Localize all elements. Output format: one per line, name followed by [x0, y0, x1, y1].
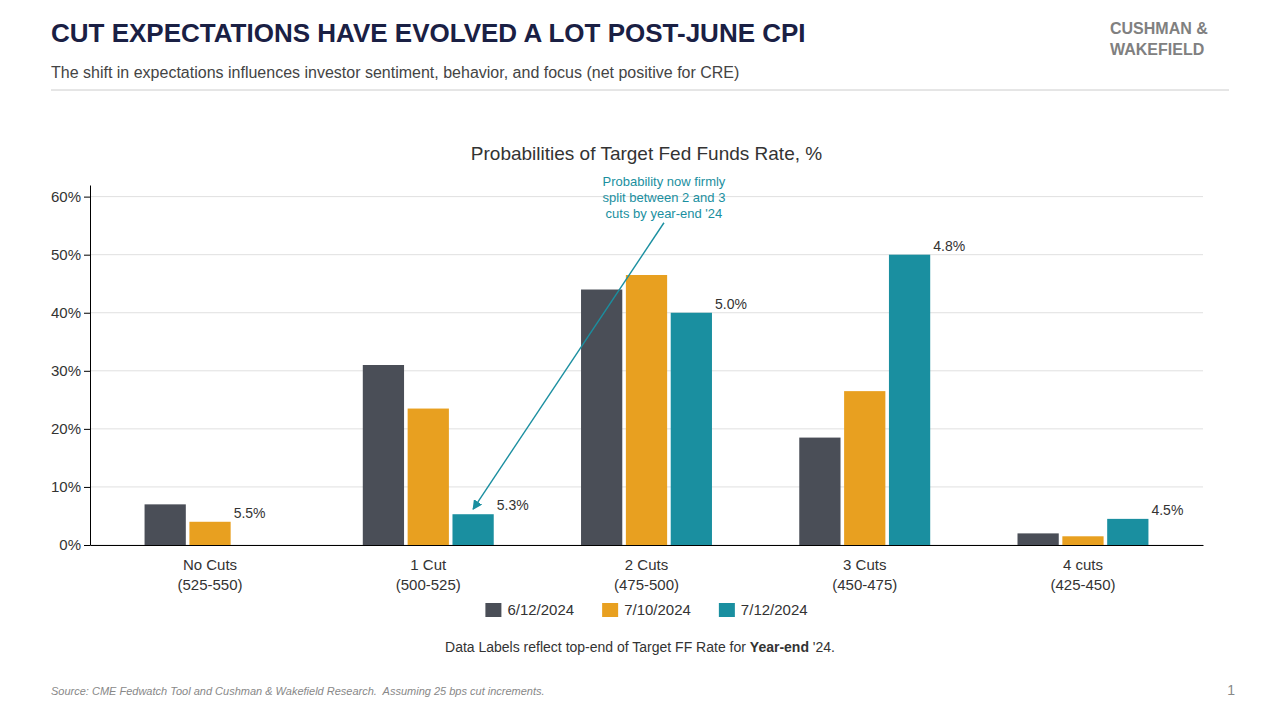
bar [1018, 533, 1059, 545]
x-tick: 3 Cuts(450-475) [832, 556, 897, 593]
legend-label: 7/12/2024 [741, 601, 808, 618]
y-tick-mark [84, 429, 90, 430]
footnote: Data Labels reflect top-end of Target FF… [445, 639, 835, 655]
legend-item: 6/12/2024 [485, 601, 574, 618]
chart-page: CUT EXPECTATIONS HAVE EVOLVED A LOT POST… [0, 0, 1280, 720]
rate-label: 4.8% [933, 238, 965, 254]
annotation-arrow [473, 223, 664, 509]
source: Source: CME Fedwatch Tool and Cushman & … [51, 685, 545, 697]
rate-label: 5.5% [234, 505, 266, 521]
x-tick: 2 Cuts(475-500) [614, 556, 679, 593]
bar [1107, 519, 1148, 545]
legend-swatch [719, 603, 735, 617]
annotations: 5.5% 5.3% 5.0% 4.8% 4.5% Probability now firm… [234, 174, 1184, 521]
logo-text: CUSHMAN &WAKEFIELD [1110, 20, 1208, 58]
x-tick-label: No Cuts(525-550) [178, 556, 243, 593]
y-axis: 0% 10% 20% 30% 40% 50% 60% [51, 186, 91, 554]
grid [90, 197, 1203, 545]
main-title: CUT EXPECTATIONS HAVE EVOLVED A LOT POST… [51, 18, 806, 48]
chart-title: Probabilities of Target Fed Funds Rate, … [471, 143, 822, 164]
y-tick: 40% [51, 304, 90, 321]
annotation: Probability now firmlysplit between 2 an… [603, 174, 726, 221]
bar [1062, 536, 1103, 545]
y-tick-label: 20% [51, 420, 81, 437]
y-tick: 60% [51, 188, 90, 205]
y-tick-mark [84, 371, 90, 372]
x-tick: 4 cuts(425-450) [1050, 556, 1115, 593]
y-tick: 50% [51, 246, 90, 263]
y-tick-label: 0% [59, 536, 81, 553]
bar-series [189, 275, 1103, 545]
bar [145, 504, 186, 545]
x-tick-label: 3 Cuts(450-475) [832, 556, 897, 593]
y-axis-line [90, 186, 91, 546]
y-tick-mark [84, 545, 90, 546]
y-tick: 0% [59, 536, 90, 553]
bar [452, 514, 493, 545]
bar [844, 391, 885, 545]
bar [363, 365, 404, 545]
rate-label: 5.0% [715, 296, 747, 312]
legend: 6/12/2024 7/10/2024 7/12/2024 [485, 601, 807, 618]
subtitle: The shift in expectations influences inv… [51, 64, 739, 81]
bar [189, 522, 230, 545]
y-tick-mark [84, 255, 90, 256]
bar [408, 409, 449, 545]
legend-label: 7/10/2024 [624, 601, 691, 618]
bar [799, 438, 840, 545]
bar [581, 290, 622, 545]
footnote-part: Data Labels reflect top-end of Target FF… [445, 639, 750, 655]
y-tick-mark [84, 313, 90, 314]
x-tick-label: 1 Cut(500-525) [396, 556, 461, 593]
y-tick: 30% [51, 362, 90, 379]
y-tick-label: 40% [51, 304, 81, 321]
grid-line [90, 254, 1203, 255]
y-tick-label: 10% [51, 478, 81, 495]
bar-series [452, 255, 1148, 545]
legend-swatch [602, 603, 618, 617]
x-tick: 1 Cut(500-525) [396, 556, 461, 593]
y-tick-label: 60% [51, 188, 81, 205]
bar [626, 275, 667, 545]
x-axis: No Cuts(525-550) 1 Cut(500-525) 2 Cuts(475… [91, 546, 1204, 593]
legend-label: 6/12/2024 [507, 601, 574, 618]
bars [145, 255, 1149, 545]
legend-item: 7/12/2024 [719, 601, 808, 618]
rate-label: 5.3% [497, 497, 529, 513]
page-number: 1 [1227, 682, 1235, 698]
footnote-part: '24. [809, 639, 835, 655]
bar [234, 545, 275, 546]
y-tick-label: 30% [51, 362, 81, 379]
legend-item: 7/10/2024 [602, 601, 691, 618]
rate-label: 4.5% [1151, 502, 1183, 518]
footnote-part: Year-end [750, 639, 809, 655]
y-tick-mark [84, 487, 90, 488]
x-tick-label: 2 Cuts(475-500) [614, 556, 679, 593]
y-tick-label: 50% [51, 246, 81, 263]
bar [889, 255, 930, 545]
x-axis-line [91, 545, 1204, 546]
x-tick-label: 4 cuts(425-450) [1050, 556, 1115, 593]
y-tick: 10% [51, 478, 90, 495]
y-tick-mark [84, 197, 90, 198]
separator [51, 90, 1229, 91]
bar [671, 313, 712, 545]
y-tick: 20% [51, 420, 90, 437]
x-tick: No Cuts(525-550) [178, 556, 243, 593]
legend-swatch [485, 603, 501, 617]
